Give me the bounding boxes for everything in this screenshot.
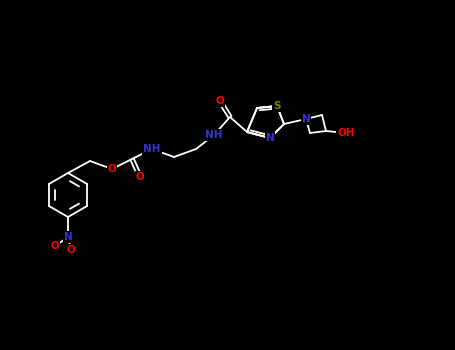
Text: N: N <box>266 133 274 143</box>
Text: NH: NH <box>143 144 161 154</box>
Text: O: O <box>108 164 116 174</box>
Text: O: O <box>66 245 76 255</box>
Text: S: S <box>273 101 281 111</box>
Text: O: O <box>216 96 224 106</box>
Text: OH: OH <box>337 128 355 138</box>
Text: NH: NH <box>205 130 223 140</box>
Text: N: N <box>302 114 310 124</box>
Text: N: N <box>64 232 72 242</box>
Text: O: O <box>51 241 59 251</box>
Text: O: O <box>136 172 144 182</box>
